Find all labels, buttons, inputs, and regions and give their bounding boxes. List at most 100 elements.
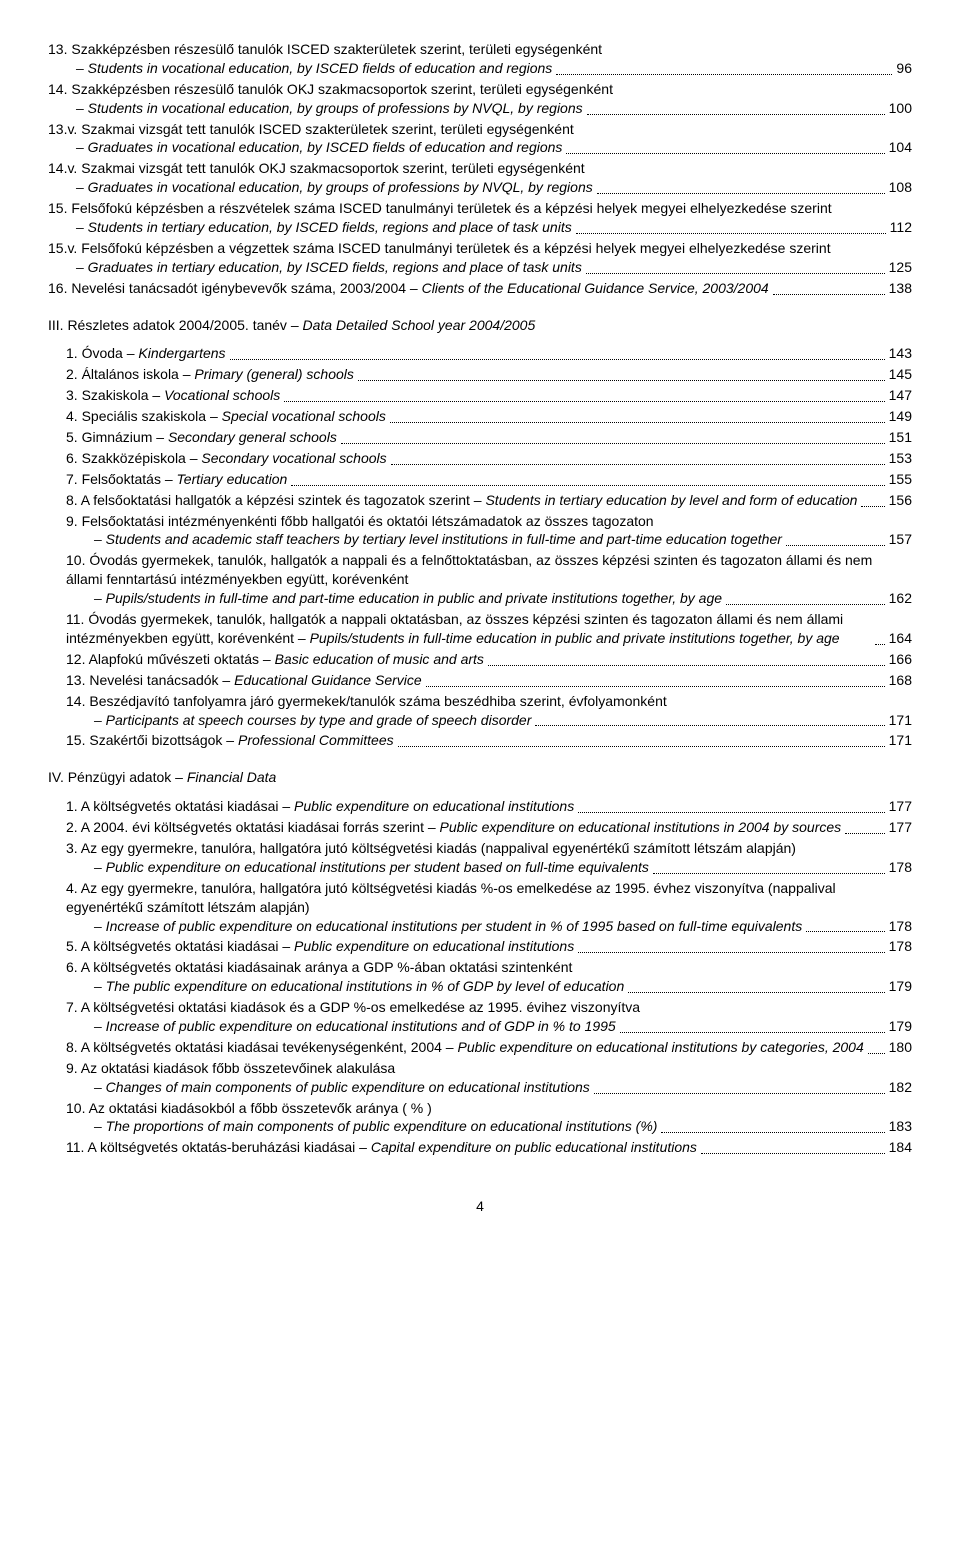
- toc-page: 143: [889, 344, 912, 363]
- toc-page: 177: [889, 818, 912, 837]
- toc-dots: [488, 665, 885, 666]
- toc-title-hu: 7. A költségvetési oktatási kiadások és …: [66, 998, 912, 1017]
- toc-title: 11. Óvodás gyermekek, tanulók, hallgatók…: [66, 610, 871, 648]
- page-number: 4: [48, 1197, 912, 1216]
- toc-dots: [661, 1132, 884, 1133]
- toc-page: 147: [889, 386, 912, 405]
- toc-entry: 4. Speciális szakiskola – Special vocati…: [66, 407, 912, 426]
- toc-page: 178: [889, 937, 912, 956]
- toc-dots: [701, 1153, 885, 1154]
- toc-entry: 10. Óvodás gyermekek, tanulók, hallgatók…: [66, 551, 912, 608]
- section-iv-heading: IV. Pénzügyi adatok – Financial Data: [48, 768, 912, 787]
- toc-dots: [594, 1093, 885, 1094]
- toc-page: 179: [889, 977, 912, 996]
- toc-title-en: – Students in tertiary education, by ISC…: [48, 218, 572, 237]
- toc-page: 151: [889, 428, 912, 447]
- toc-page: 157: [889, 530, 912, 549]
- toc-dots: [576, 233, 886, 234]
- toc-dots: [628, 992, 884, 993]
- toc-title-hu: 6. A költségvetés oktatási kiadásainak a…: [66, 958, 912, 977]
- toc-dots: [391, 464, 885, 465]
- toc-section-iii: 1. Óvoda – Kindergartens 143 2. Általános …: [48, 344, 912, 750]
- section-iii-hu: III. Részletes adatok 2004/2005. tanév –: [48, 317, 299, 333]
- toc-page: 180: [889, 1038, 912, 1057]
- toc-title: 8. A felsőoktatási hallgatók a képzési s…: [66, 491, 857, 510]
- toc-entry: 2. A 2004. évi költségvetés oktatási kia…: [66, 818, 912, 837]
- toc-entry: 7. Felsőoktatás – Tertiary education155: [66, 470, 912, 489]
- toc-title-en: – Graduates in vocational education, by …: [48, 178, 593, 197]
- toc-dots: [597, 193, 885, 194]
- toc-dots: [426, 686, 885, 687]
- toc-page: 145: [889, 365, 912, 384]
- toc-page: 182: [889, 1078, 912, 1097]
- toc-title-hu: 14.v. Szakmai vizsgát tett tanulók OKJ s…: [48, 159, 912, 178]
- toc-entry: 5. A költségvetés oktatási kiadásai – Pu…: [66, 937, 912, 956]
- toc-entry: 11. A költségvetés oktatás-beruházási ki…: [66, 1138, 912, 1157]
- toc-title: 12. Alapfokú művészeti oktatás – Basic e…: [66, 650, 484, 669]
- toc-entry: 15. Felsőfokú képzésben a részvételek sz…: [48, 199, 912, 237]
- toc-entry: 8. A költségvetés oktatási kiadásai tevé…: [66, 1038, 912, 1057]
- toc-page: 155: [889, 470, 912, 489]
- toc-title-hu: 13.v. Szakmai vizsgát tett tanulók ISCED…: [48, 120, 912, 139]
- toc-entry: 6. Szakközépiskola – Secondary vocationa…: [66, 449, 912, 468]
- toc-title-en: – Graduates in vocational education, by …: [48, 138, 562, 157]
- toc-dots: [868, 1053, 885, 1054]
- toc-entry: 15.v. Felsőfokú képzésben a végzettek sz…: [48, 239, 912, 277]
- toc-entry: 13. Szakképzésben részesülő tanulók ISCE…: [48, 40, 912, 78]
- toc-page: 178: [889, 917, 912, 936]
- toc-dots: [726, 604, 885, 605]
- toc-title: 3. Szakiskola – Vocational schools: [66, 386, 280, 405]
- toc-dots: [806, 931, 884, 932]
- toc-page: 156: [889, 491, 912, 510]
- toc-title-en: – Increase of public expenditure on educ…: [66, 917, 802, 936]
- toc-page: 138: [889, 279, 912, 298]
- toc-dots: [398, 746, 885, 747]
- section-iii-en: Data Detailed School year 2004/2005: [303, 317, 536, 333]
- toc-dots: [284, 401, 884, 402]
- toc-dots: [773, 294, 885, 295]
- toc-entry: 2. Általános iskola – Primary (general) …: [66, 365, 912, 384]
- toc-page: 164: [889, 629, 912, 648]
- toc-entry: 8. A felsőoktatási hallgatók a képzési s…: [66, 491, 912, 510]
- section-iv-en: Financial Data: [187, 769, 277, 785]
- toc-page: 183: [889, 1117, 912, 1136]
- toc-title-en: – Participants at speech courses by type…: [66, 711, 531, 730]
- toc-dots: [586, 273, 885, 274]
- toc-dots: [875, 644, 885, 645]
- toc-title: 11. A költségvetés oktatás-beruházási ki…: [66, 1138, 697, 1157]
- toc-title: 1. Óvoda – Kindergartens: [66, 344, 226, 363]
- toc-title: 15. Szakértői bizottságok – Professional…: [66, 731, 394, 750]
- toc-title: 1. A költségvetés oktatási kiadásai – Pu…: [66, 797, 574, 816]
- toc-title: 5. A költségvetés oktatási kiadásai – Pu…: [66, 937, 574, 956]
- toc-page: 104: [889, 138, 912, 157]
- toc-dots: [578, 952, 884, 953]
- toc-title-hu: 10. Óvodás gyermekek, tanulók, hallgatók…: [66, 551, 912, 589]
- section-iv-hu: IV. Pénzügyi adatok –: [48, 769, 183, 785]
- toc-entry: 11. Óvodás gyermekek, tanulók, hallgatók…: [66, 610, 912, 648]
- toc-title-en: – Increase of public expenditure on educ…: [66, 1017, 616, 1036]
- toc-title-hu: 14. Beszédjavító tanfolyamra járó gyerme…: [66, 692, 912, 711]
- toc-title-hu: 9. Az oktatási kiadások főbb összetevőin…: [66, 1059, 912, 1078]
- toc-entry: 13. Nevelési tanácsadók – Educational Gu…: [66, 671, 912, 690]
- toc-title-en: – The proportions of main components of …: [66, 1117, 657, 1136]
- toc-title-en: – Pupils/students in full-time and part-…: [66, 589, 722, 608]
- toc-dots: [566, 153, 884, 154]
- toc-entry: 4. Az egy gyermekre, tanulóra, hallgatór…: [66, 879, 912, 936]
- toc-title: 13. Nevelési tanácsadók – Educational Gu…: [66, 671, 422, 690]
- toc-page: 149: [889, 407, 912, 426]
- toc-section-a: 13. Szakképzésben részesülő tanulók ISCE…: [48, 40, 912, 298]
- toc-title-en: – Students in vocational education, by I…: [48, 59, 552, 78]
- toc-dots: [535, 725, 884, 726]
- toc-dots: [653, 873, 885, 874]
- toc-dots: [578, 812, 884, 813]
- toc-dots: [556, 74, 892, 75]
- toc-page: 125: [889, 258, 912, 277]
- section-iii-heading: III. Részletes adatok 2004/2005. tanév –…: [48, 316, 912, 335]
- toc-dots: [390, 422, 885, 423]
- toc-section-iv: 1. A költségvetés oktatási kiadásai – Pu…: [48, 797, 912, 1157]
- toc-title-en: – Changes of main components of public e…: [66, 1078, 590, 1097]
- toc-entry: 14. Szakképzésben részesülő tanulók OKJ …: [48, 80, 912, 118]
- toc-title-hu: 4. Az egy gyermekre, tanulóra, hallgatór…: [66, 879, 912, 917]
- toc-dots: [341, 443, 885, 444]
- toc-title-hu: 15.v. Felsőfokú képzésben a végzettek sz…: [48, 239, 912, 258]
